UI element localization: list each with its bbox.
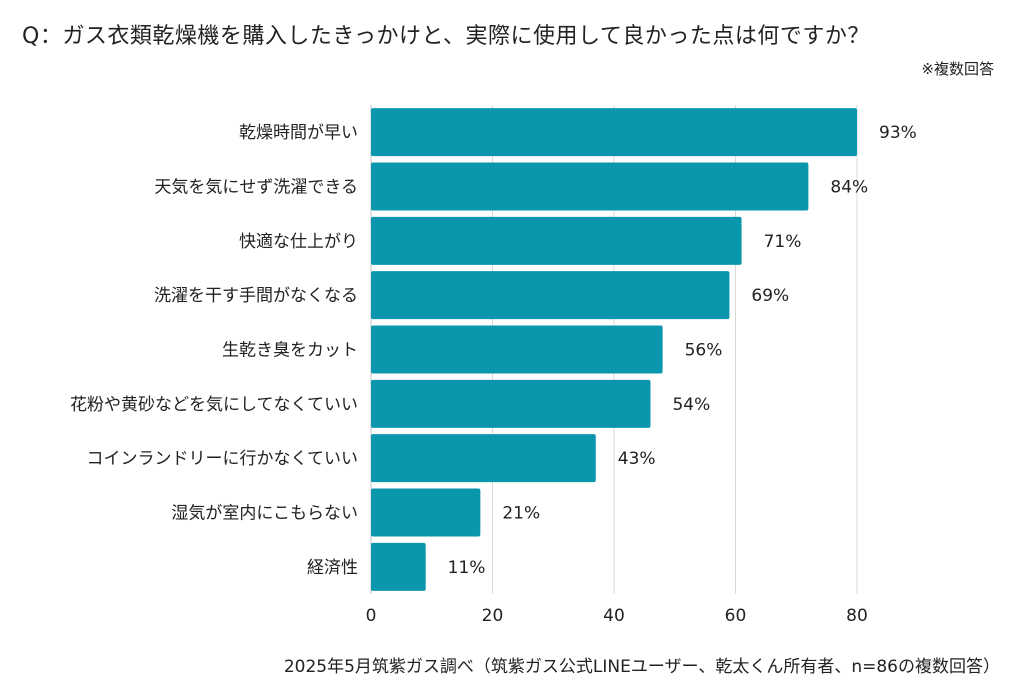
bar <box>371 434 596 483</box>
bars <box>371 108 857 591</box>
bar <box>371 162 809 211</box>
x-tick-label: 60 <box>725 606 747 626</box>
bar <box>371 216 742 265</box>
value-label: 93% <box>879 123 917 143</box>
value-label: 21% <box>502 504 540 524</box>
value-label: 11% <box>448 558 486 578</box>
category-label: 生乾き臭をカット <box>222 341 358 361</box>
x-tick-label: 0 <box>366 606 377 626</box>
x-tick-label: 20 <box>482 606 504 626</box>
source-footnote: 2025年5月筑紫ガス調べ（筑紫ガス公式LINEユーザー、乾太くん所有者、n=8… <box>283 657 1000 677</box>
category-label: 乾燥時間が早い <box>239 123 358 143</box>
category-label: 洗濯を干す手間がなくなる <box>154 286 358 306</box>
value-label: 84% <box>830 178 868 198</box>
x-tick-label: 80 <box>846 606 868 626</box>
category-label: 湿気が室内にこもらない <box>171 504 358 524</box>
category-label: 花粉や黄砂などを気にしてなくていい <box>70 395 358 415</box>
bar <box>371 488 481 537</box>
bar <box>371 108 857 157</box>
bar <box>371 379 651 428</box>
chart-title: Q：ガス衣類乾燥機を購入したきっかけと、実際に使用して良かった点は何ですか？ <box>22 24 870 49</box>
category-label: 快適な仕上がり <box>239 232 358 252</box>
value-label: 43% <box>618 449 656 469</box>
category-label: コインランドリーに行かなくていい <box>87 449 359 469</box>
value-label: 69% <box>751 286 789 306</box>
category-label: 経済性 <box>307 558 358 578</box>
labels: 0 20 40 60 80 乾燥時間が早い 93% 天気を気にせず洗濯できる 84% 快適な仕上が… <box>70 123 917 626</box>
value-label: 71% <box>764 232 802 252</box>
bar <box>371 325 663 374</box>
value-label: 54% <box>672 395 710 415</box>
value-label: 56% <box>685 341 723 361</box>
multiple-answers-note: ※複数回答 <box>921 60 994 78</box>
bar <box>371 542 426 591</box>
x-tick-label: 40 <box>603 606 625 626</box>
category-label: 天気を気にせず洗濯できる <box>154 178 358 198</box>
bar <box>371 271 730 320</box>
